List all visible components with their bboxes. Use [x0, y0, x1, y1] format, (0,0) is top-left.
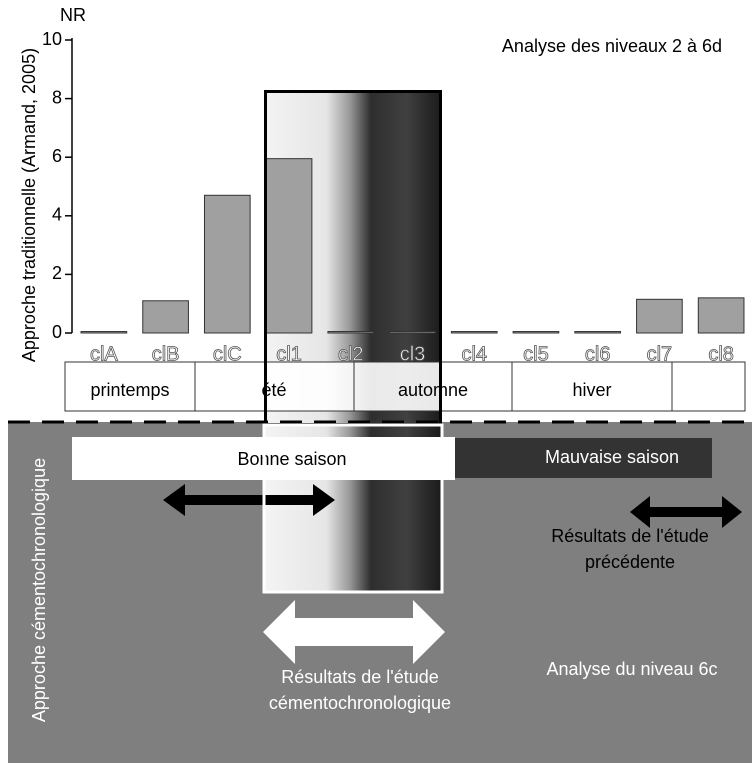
arrow	[163, 484, 335, 516]
bar	[697, 297, 745, 334]
bar	[389, 331, 436, 334]
x-tick-label: cl4	[461, 343, 487, 365]
bad-season-label: Mauvaise saison	[545, 447, 679, 467]
season-label: été	[261, 380, 286, 400]
x-tick-label: cl8	[708, 343, 734, 365]
x-tick-label: cl7	[647, 343, 673, 365]
bar	[203, 194, 251, 334]
arrow	[630, 496, 742, 528]
y-tick-label: 10	[42, 29, 62, 49]
bar	[80, 331, 128, 334]
x-tick-label: clA	[90, 343, 118, 365]
season-label: hiver	[572, 380, 611, 400]
season-label: automne	[398, 380, 468, 400]
x-tick-label: clC	[213, 343, 242, 365]
image-frame	[262, 423, 444, 594]
x-tick-label: clB	[152, 343, 180, 365]
note: Analyse du niveau 6c	[546, 659, 717, 679]
bar	[574, 331, 622, 334]
y-tick-label: 0	[52, 322, 62, 342]
season-box	[64, 361, 746, 412]
season-label: printemps	[90, 380, 169, 400]
bar	[636, 298, 683, 334]
note: cémentochronologique	[269, 693, 451, 713]
good-season-label: Bonne saison	[237, 449, 346, 469]
arrow	[263, 600, 445, 664]
bar	[265, 158, 313, 334]
bad-season-bar	[455, 438, 712, 478]
x-tick-label: cl2	[338, 343, 364, 365]
y-tick-label: 6	[52, 146, 62, 166]
x-tick-label: cl6	[585, 343, 611, 365]
bar	[327, 331, 375, 334]
note: Résultats de l'étude	[281, 667, 439, 687]
plot: 0 2 4 6 8 10 clA clB clC cl1 cl2 cl3 cl4 cl5 cl6 cl7 cl8	[42, 29, 745, 366]
bar	[512, 331, 560, 334]
x-tick-label: cl1	[276, 343, 302, 365]
chart-title: Analyse des niveaux 2 à 6d	[502, 36, 722, 56]
bar	[142, 300, 189, 334]
bar	[450, 331, 498, 334]
season-row: printemps été automne hiver	[64, 361, 746, 412]
note: Résultats de l'étude	[551, 526, 709, 546]
y-tick-label: 4	[52, 205, 62, 225]
y-axis-label: Approche traditionnelle (Armand, 2005)	[19, 48, 39, 362]
x-tick-label: cl5	[523, 343, 549, 365]
y-tick-label: 2	[52, 263, 62, 283]
note: précédente	[585, 552, 675, 572]
y-unit: NR	[60, 5, 86, 25]
y-tick-label: 8	[52, 87, 62, 107]
x-tick-label: cl3	[400, 343, 426, 365]
lower-axis-label: Approche cémentochronologique	[29, 458, 49, 722]
